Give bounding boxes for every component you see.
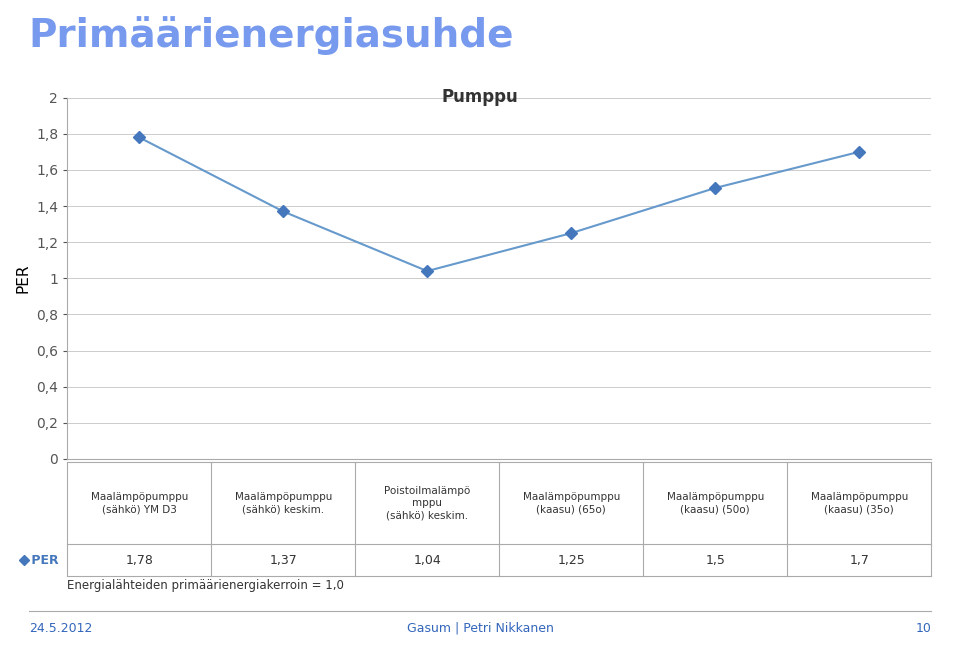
Text: Maalämpöpumppu
(kaasu) (50o): Maalämpöpumppu (kaasu) (50o)	[666, 492, 764, 514]
Text: Primäärienergiasuhde: Primäärienergiasuhde	[29, 16, 515, 55]
Text: 1,7: 1,7	[850, 554, 869, 566]
Y-axis label: PER: PER	[15, 264, 31, 293]
Text: 1,5: 1,5	[706, 554, 725, 566]
Text: 24.5.2012: 24.5.2012	[29, 622, 92, 635]
Text: Maalämpöpumppu
(kaasu) (65o): Maalämpöpumppu (kaasu) (65o)	[522, 492, 620, 514]
Text: PER: PER	[27, 554, 59, 566]
Text: 1,25: 1,25	[558, 554, 585, 566]
Text: Poistoilmalämpö
mppu
(sähkö) keskim.: Poistoilmalämpö mppu (sähkö) keskim.	[384, 486, 470, 521]
Text: Pumppu: Pumppu	[442, 88, 518, 106]
Text: Maalämpöpumppu
(sähkö) YM D3: Maalämpöpumppu (sähkö) YM D3	[90, 492, 188, 514]
Text: Energialähteiden primäärienergiakerroin = 1,0: Energialähteiden primäärienergiakerroin …	[67, 579, 344, 592]
Text: 1,04: 1,04	[414, 554, 441, 566]
Text: 10: 10	[915, 622, 931, 635]
Text: 1,78: 1,78	[125, 554, 154, 566]
Text: 1,37: 1,37	[270, 554, 297, 566]
Text: Maalämpöpumppu
(sähkö) keskim.: Maalämpöpumppu (sähkö) keskim.	[234, 492, 332, 514]
Text: Maalämpöpumppu
(kaasu) (35o): Maalämpöpumppu (kaasu) (35o)	[810, 492, 908, 514]
Text: Gasum | Petri Nikkanen: Gasum | Petri Nikkanen	[407, 622, 553, 635]
